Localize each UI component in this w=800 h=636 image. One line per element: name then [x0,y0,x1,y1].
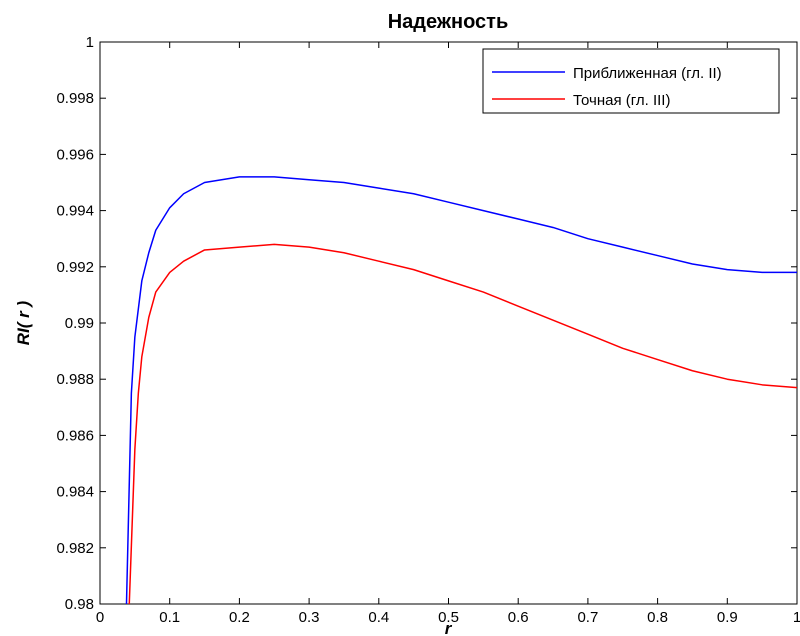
y-tick-label: 0.996 [56,146,94,163]
y-tick-label: 0.99 [65,315,94,332]
x-tick-label: 1 [793,609,800,626]
legend-label-approximate: Приближенная (гл. II) [573,65,722,82]
x-tick-label: 0 [96,609,104,626]
y-tick-label: 0.982 [56,540,94,557]
x-tick-label: 0.9 [717,609,738,626]
legend-box [482,48,780,114]
y-tick-label: 0.986 [56,427,94,444]
axis-ticks: 0 0.1 0.2 0.3 0.4 0.5 0.6 0.7 0.8 0.9 1 0.98 0.982 0.… [56,34,800,626]
plot-area [99,41,798,605]
y-tick-label: 0.984 [56,484,94,501]
series-lines [125,176,798,605]
x-tick-label: 0.4 [368,609,389,626]
y-tick-label: 1 [86,34,94,51]
x-tick-label: 0.5 [438,609,459,626]
y-tick-label: 0.998 [56,90,94,107]
y-tick-label: 0.994 [56,203,94,220]
x-axis-label: r [445,619,453,636]
x-tick-label: 0.7 [577,609,598,626]
x-tick-label: 0.8 [647,609,668,626]
x-tick-label: 0.1 [159,609,180,626]
series-line-approximate [125,176,797,605]
series-line-exact [128,243,798,605]
chart-title: Надежность [388,11,509,33]
y-axis-label: RI( r ) [14,300,33,345]
x-tick-label: 0.3 [299,609,320,626]
y-tick-label: 0.98 [65,596,94,613]
legend-label-exact: Точная (гл. III) [573,92,670,109]
legend: Приближенная (гл. II) Точная (гл. III) [482,48,780,114]
x-tick-label: 0.2 [229,609,250,626]
x-tick-label: 0.6 [508,609,529,626]
y-tick-label: 0.992 [56,259,94,276]
y-tick-label: 0.988 [56,371,94,388]
